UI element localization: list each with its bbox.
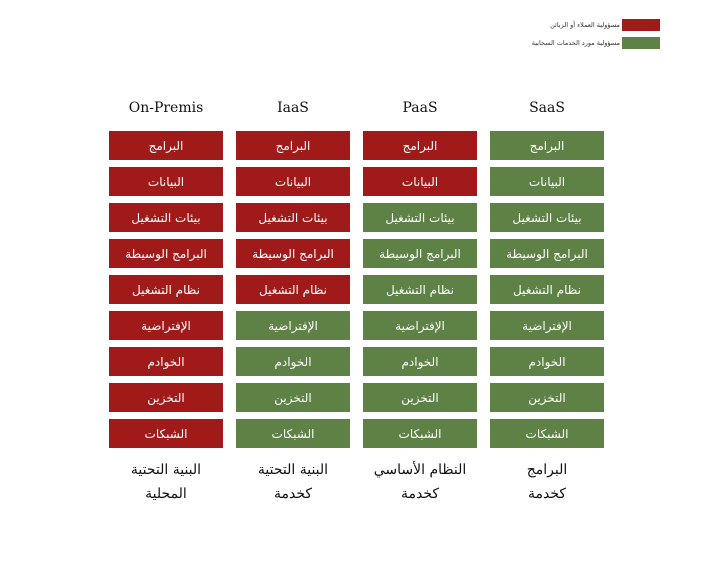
layer-cell: بيئات التشغيل xyxy=(490,203,604,232)
column-saas: SaaS البرامج البيانات بيئات التشغيل البرامج … xyxy=(490,100,604,502)
column-title: SaaS xyxy=(529,100,565,116)
layer-cell: البرامج xyxy=(236,131,350,160)
layer-cell: التخزين xyxy=(363,383,477,412)
column-title: PaaS xyxy=(402,100,438,116)
layer-cell: البيانات xyxy=(109,167,223,196)
layer-cell: الإفتراضية xyxy=(490,311,604,340)
layer-cell: البرامج الوسيطة xyxy=(236,239,350,268)
layer-cell: الإفتراضية xyxy=(363,311,477,340)
column-footer: البرامج كخدمة xyxy=(490,458,604,506)
layer-cell: نظام التشغيل xyxy=(236,275,350,304)
layer-cell: نظام التشغيل xyxy=(490,275,604,304)
column-title: On-Premis xyxy=(128,100,204,116)
layer-cell: الخوادم xyxy=(236,347,350,376)
legend-swatch-provider xyxy=(622,37,660,49)
column-footer: النظام الأساسي كخدمة xyxy=(363,458,477,506)
layer-cell: البيانات xyxy=(490,167,604,196)
layer-cell: التخزين xyxy=(109,383,223,412)
column-footer: البنية التحتية كخدمة xyxy=(236,458,350,506)
layer-cell: التخزين xyxy=(490,383,604,412)
layer-cell: البرامج xyxy=(109,131,223,160)
footer-line: كخدمة xyxy=(273,486,313,502)
legend-swatch-customer xyxy=(622,19,660,31)
footer-line: المحلية xyxy=(145,486,187,502)
legend-customer: مسؤولية العملاء أو الزبائن xyxy=(550,19,660,31)
layer-cell: بيئات التشغيل xyxy=(363,203,477,232)
column-on-premis: On-Premis البرامج البيانات بيئات التشغيل الب… xyxy=(109,100,223,502)
layer-cell: البرامج الوسيطة xyxy=(363,239,477,268)
layer-cell: نظام التشغيل xyxy=(363,275,477,304)
legend-provider: مسؤولية مورد الخدمات السحابية xyxy=(532,37,660,49)
layer-cell: البرامج xyxy=(363,131,477,160)
layer-cell: بيئات التشغيل xyxy=(236,203,350,232)
footer-line: البنية التحتية xyxy=(257,462,329,478)
layer-cell: البرامج الوسيطة xyxy=(490,239,604,268)
layer-cell: الخوادم xyxy=(363,347,477,376)
layer-cell: الشبكات xyxy=(363,419,477,448)
layer-cell: نظام التشغيل xyxy=(109,275,223,304)
layer-cell: الشبكات xyxy=(490,419,604,448)
layer-cell: الخوادم xyxy=(490,347,604,376)
footer-line: كخدمة xyxy=(400,486,440,502)
layer-cell: البيانات xyxy=(236,167,350,196)
column-footer: البنية التحتية المحلية xyxy=(109,458,223,506)
layer-cell: الإفتراضية xyxy=(236,311,350,340)
legend-label: مسؤولية مورد الخدمات السحابية xyxy=(531,39,620,47)
layer-cell: البيانات xyxy=(363,167,477,196)
footer-line: البنية التحتية xyxy=(130,462,202,478)
footer-line: النظام الأساسي xyxy=(373,462,467,478)
column-iaas: IaaS البرامج البيانات بيئات التشغيل البرامج … xyxy=(236,100,350,502)
legend-label: مسؤولية العملاء أو الزبائن xyxy=(550,21,620,29)
layer-cell: الخوادم xyxy=(109,347,223,376)
layer-cell: البرامج xyxy=(490,131,604,160)
column-title: IaaS xyxy=(277,100,309,116)
layer-cell: الشبكات xyxy=(236,419,350,448)
layer-cell: بيئات التشغيل xyxy=(109,203,223,232)
column-paas: PaaS البرامج البيانات بيئات التشغيل البرامج … xyxy=(363,100,477,502)
footer-line: البرامج xyxy=(526,462,568,478)
layer-cell: الإفتراضية xyxy=(109,311,223,340)
layer-cell: الشبكات xyxy=(109,419,223,448)
layer-cell: التخزين xyxy=(236,383,350,412)
layer-cell: البرامج الوسيطة xyxy=(109,239,223,268)
footer-line: كخدمة xyxy=(527,486,567,502)
